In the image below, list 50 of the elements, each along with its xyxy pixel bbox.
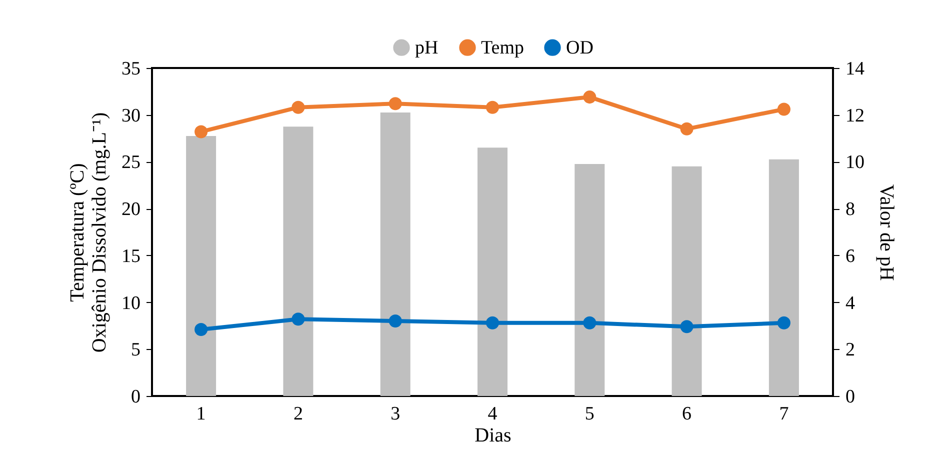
legend-label: OD — [566, 38, 594, 59]
bar — [768, 159, 799, 396]
point — [194, 322, 208, 336]
point — [486, 100, 500, 114]
y2-tick-label: 6 — [846, 246, 855, 267]
y-tick-label: 10 — [122, 292, 140, 314]
bar — [380, 112, 410, 396]
point — [777, 316, 790, 330]
y-axis-title: Temperatura (ºC) Oxigênio Dissolvido (mg.L⁻¹) — [66, 112, 110, 353]
x-tick-label: 6 — [682, 404, 692, 424]
y-tick-label: 25 — [122, 152, 140, 174]
y2-tick-label: 0 — [846, 386, 855, 408]
x-tick-label: 5 — [584, 404, 594, 424]
y-tick-label: 0 — [131, 386, 140, 408]
bar — [478, 148, 508, 396]
bar — [574, 164, 605, 396]
x-tick-label: 4 — [488, 404, 498, 424]
point — [194, 125, 208, 138]
y2-tick-label: 4 — [846, 292, 856, 314]
x-axis-title: Dias — [474, 424, 512, 446]
y-tick-label: 20 — [122, 199, 140, 220]
y-tick-label: 15 — [122, 246, 140, 267]
x-tick-label: 3 — [390, 404, 400, 424]
point — [680, 122, 694, 136]
y-tick-label: 30 — [122, 105, 140, 126]
y2-tick-label: 10 — [846, 152, 864, 174]
point — [388, 97, 402, 110]
x-tick-label: 7 — [779, 404, 789, 424]
point — [680, 320, 694, 334]
y2-tick-label: 12 — [846, 105, 864, 126]
y2-axis-title: Valor de pH — [876, 184, 898, 281]
y2-tick-label: 14 — [846, 58, 865, 80]
point — [388, 314, 402, 328]
bar — [672, 166, 702, 396]
y-tick-label: 35 — [122, 58, 140, 80]
x-tick-label: 2 — [293, 404, 303, 424]
y2-tick-label: 8 — [846, 199, 855, 220]
point — [292, 312, 305, 326]
legend-label: Temp — [481, 38, 524, 59]
y-tick-label: 5 — [131, 340, 140, 361]
x-tick-label: 1 — [196, 404, 206, 424]
y2-tick-label: 2 — [846, 340, 855, 361]
point — [583, 316, 596, 330]
point — [292, 100, 305, 114]
point — [486, 316, 500, 330]
point — [583, 90, 596, 104]
bar — [186, 136, 216, 396]
bar — [283, 126, 314, 396]
legend-label: pH — [415, 38, 438, 59]
point — [777, 102, 790, 116]
